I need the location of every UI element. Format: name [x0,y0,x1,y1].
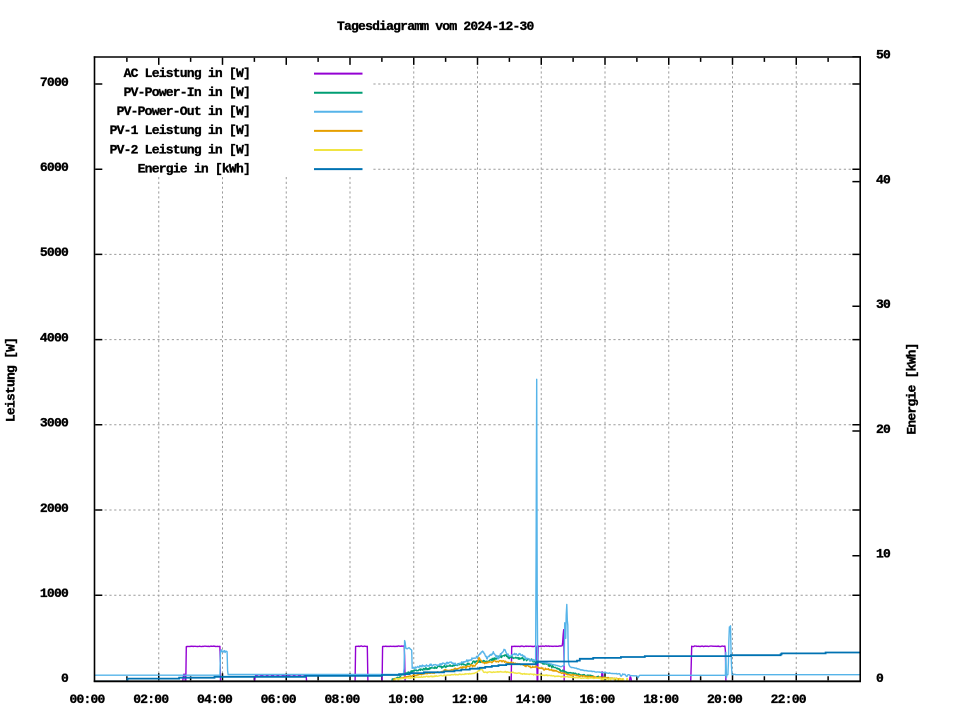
svg-text:3000: 3000 [40,416,69,431]
svg-text:10:00: 10:00 [388,692,424,707]
svg-text:1000: 1000 [40,586,69,601]
svg-text:10: 10 [876,547,891,562]
svg-text:00:00: 00:00 [69,692,105,707]
svg-text:50: 50 [876,48,891,63]
svg-text:0: 0 [876,671,884,686]
svg-text:PV-2 Leistung in [W]: PV-2 Leistung in [W] [110,142,250,157]
svg-text:4000: 4000 [40,330,69,345]
svg-text:PV-Power-Out in [W]: PV-Power-Out in [W] [117,104,250,119]
svg-text:02:00: 02:00 [133,692,169,707]
svg-text:12:00: 12:00 [452,692,488,707]
svg-text:40: 40 [876,172,891,187]
svg-text:06:00: 06:00 [261,692,297,707]
svg-text:7000: 7000 [40,75,69,90]
svg-text:6000: 6000 [40,160,69,175]
svg-text:AC Leistung in [W]: AC Leistung in [W] [124,66,250,81]
svg-text:PV-Power-In in [W]: PV-Power-In in [W] [124,85,250,100]
svg-text:16:00: 16:00 [579,692,615,707]
svg-text:20:00: 20:00 [707,692,743,707]
svg-text:22:00: 22:00 [771,692,807,707]
svg-text:PV-1 Leistung in [W]: PV-1 Leistung in [W] [110,123,250,138]
svg-text:18:00: 18:00 [643,692,679,707]
svg-text:Leistung [W]: Leistung [W] [4,338,19,422]
svg-text:Tagesdiagramm vom 2024-12-30: Tagesdiagramm vom 2024-12-30 [337,19,535,34]
svg-text:5000: 5000 [40,245,69,260]
svg-text:30: 30 [876,297,891,312]
svg-text:0: 0 [61,671,69,686]
svg-text:08:00: 08:00 [324,692,360,707]
svg-text:2000: 2000 [40,501,69,516]
svg-text:20: 20 [876,422,891,437]
svg-text:14:00: 14:00 [516,692,552,707]
svg-text:04:00: 04:00 [197,692,233,707]
svg-text:Energie in [kWh]: Energie in [kWh] [138,161,250,176]
svg-text:Energie [kWh]: Energie [kWh] [905,343,920,434]
